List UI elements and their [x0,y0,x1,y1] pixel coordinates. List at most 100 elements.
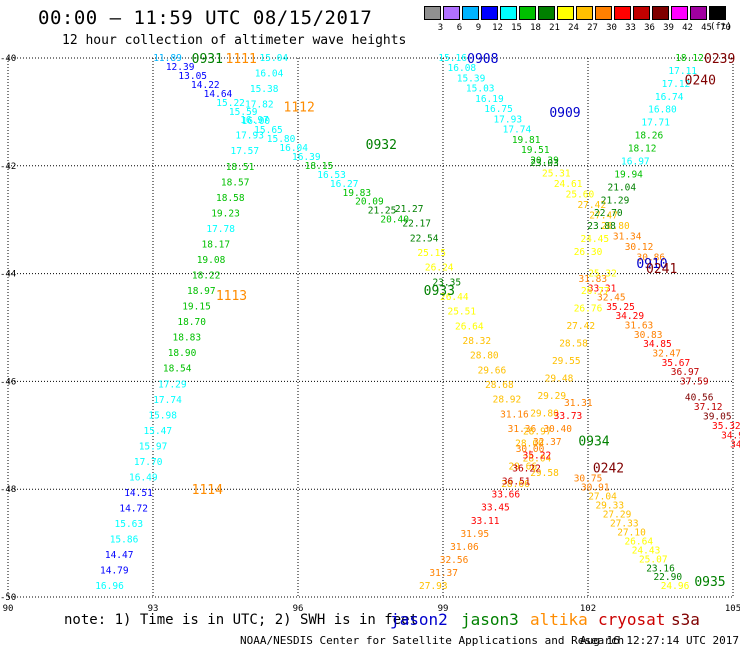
wave-height-value: 30.40 [543,424,572,435]
pass-time-label: 1113 [216,289,247,304]
pass-time-label: 0935 [694,575,725,590]
wave-height-value: 18.57 [221,177,250,188]
wave-height-value: 16.53 [317,170,346,181]
wave-height-value: 27.93 [419,581,448,592]
wave-height-value: 26.77 [581,286,610,297]
pass-time-label: 0910 [636,257,667,272]
pass-time-label: 0931 [192,52,223,67]
wave-height-value: 25.51 [447,307,476,318]
wave-height-value: 17.71 [641,118,670,129]
wave-height-value: 27.29 [603,509,632,520]
wave-height-value: 30.86 [637,252,666,263]
wave-height-value: 35.25 [606,302,635,313]
lon-tick-label: 99 [438,604,449,614]
wave-height-value: 17.29 [158,379,187,390]
pass-time-label: 0239 [704,52,735,67]
color-scale-label: 33 [625,23,636,33]
wave-height-value: 17.57 [231,146,260,157]
wave-height-value: 35.32 [712,421,740,432]
wave-height-value: 26.76 [574,304,603,315]
wave-height-value: 15.39 [457,73,486,84]
wave-height-value: 15.03 [466,84,495,95]
wave-height-value: 14.47 [105,550,134,561]
wave-height-value: 18.58 [216,193,245,204]
wave-height-value: 29.66 [478,365,507,376]
color-scale-label: 45 [701,23,712,33]
lon-tick-label: 102 [580,604,596,614]
wave-height-value: 16.97 [621,156,650,167]
color-scale-label: 70 [720,23,731,33]
wave-height-value: 26.24 [425,263,454,274]
legend-s3a: s3a [671,610,700,629]
wave-height-value: 29.66 [508,461,537,472]
color-scale-label: 6 [456,23,463,33]
wave-height-value: 23.03 [530,158,559,169]
wave-height-value: 30.12 [625,242,654,253]
color-scale-label: 39 [663,23,674,33]
wave-height-value: 31.31 [564,398,593,409]
wave-height-value: 17.82 [245,100,274,111]
pass-time-label: 1112 [284,101,315,116]
color-scale-label: 30 [606,23,617,33]
wave-height-value: 27.04 [588,491,617,502]
wave-height-value: 29.29 [537,391,566,402]
wave-height-value: 24.96 [661,581,690,592]
wave-height-value: 33.31 [588,283,617,294]
lat-tick-label: -50 [0,593,16,603]
color-scale-swatch [462,6,479,20]
color-scale-swatch [652,6,669,20]
wave-height-value: 15.65 [254,125,283,136]
wave-height-value: 34.29 [615,311,644,322]
color-scale-swatch [576,6,593,20]
pass-time-label: 0909 [549,106,580,121]
wave-height-value: 17.11 [668,66,697,77]
wave-height-value: 22.70 [594,208,623,219]
wave-height-value: 37.59 [680,376,709,387]
wave-height-value: 16.75 [484,104,513,115]
wave-height-value: 35.22 [523,450,552,461]
wave-height-value: 19.94 [614,169,643,180]
color-scale-swatch [538,6,555,20]
wave-height-value: 14.51 [124,488,153,499]
lon-tick-label: 93 [148,604,159,614]
wave-height-value: 25.07 [639,554,668,565]
wave-height-value: 36.51 [502,477,531,488]
wave-height-value: 30.91 [581,482,610,493]
wave-height-value: 29.58 [530,468,559,479]
wave-height-value: 15.22 [216,98,245,109]
wave-height-value: 20.09 [355,197,384,208]
wave-height-value: 12.39 [166,62,195,73]
wave-height-value: 29.48 [545,374,574,385]
color-scale-label: 3 [437,23,444,33]
legend-jason2: jason2 [390,610,448,629]
wave-height-value: 14.72 [119,504,148,515]
wave-height-value: 30.83 [634,330,663,341]
lat-tick-label: -40 [0,54,16,64]
pass-time-label: 1111 [226,52,257,67]
wave-height-value: 14.22 [191,80,220,91]
wave-height-value: 20.39 [530,155,559,166]
wave-height-value: 28.32 [463,336,492,347]
wave-height-value: 21.04 [608,182,637,193]
generation-timestamp: Aug 16 12:27:14 UTC 2017 [580,634,739,647]
wave-height-value: 22.17 [402,219,431,230]
wave-height-value: 15.98 [148,410,177,421]
wave-height-value: 15.04 [260,53,289,64]
color-scale-swatch [557,6,574,20]
color-scale-swatch [671,6,688,20]
color-scale-swatch [595,6,612,20]
wave-height-value: 15.86 [110,535,139,546]
wave-height-value: 18.26 [635,131,664,142]
wave-height-value: 19.51 [521,145,550,156]
wave-height-value: 29.55 [552,356,581,367]
wave-height-value: 28.80 [601,221,630,232]
wave-height-value: 25.32 [588,269,617,280]
wave-height-value: 16.97 [240,115,269,126]
wave-height-value: 15.59 [229,107,258,118]
wave-height-value: 21.25 [368,206,397,217]
color-scale-swatch [424,6,441,20]
footer-note: note: 1) Time is in UTC; 2) SWH is in fe… [64,612,419,628]
wave-height-value: 31.36 [508,424,537,435]
pass-time-label: 0934 [578,435,609,450]
